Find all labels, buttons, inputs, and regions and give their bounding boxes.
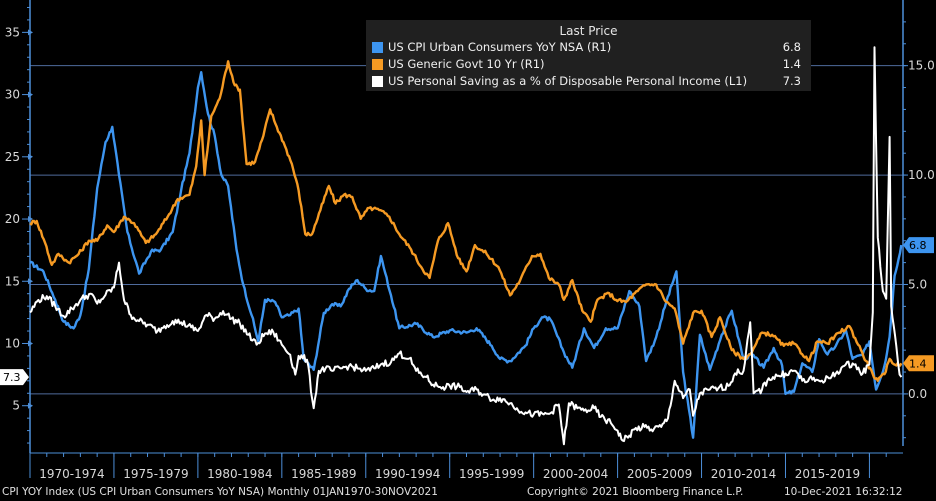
legend-label-saving: US Personal Saving as a % of Disposable … (388, 74, 748, 88)
legend-value-tenyear: 1.4 (782, 57, 801, 71)
legend-item-cpi[interactable]: US CPI Urban Consumers YoY NSA (R1) 6.8 (372, 39, 805, 56)
last-price-value-cpi: 6.8 (909, 239, 927, 252)
last-price-tag-tenyear (903, 355, 934, 372)
right-tick-label: 5.0 (908, 277, 927, 291)
footer-copyright: Copyright© 2021 Bloomberg Finance L.P. (527, 486, 744, 498)
right-axis: 0.0 5.0 10.0 15.0 (902, 0, 935, 446)
last-price-tag-saving (0, 369, 29, 386)
last-price-tag-cpi (903, 237, 934, 254)
right-tick-label: 0.0 (908, 387, 927, 401)
legend-swatch-tenyear (372, 59, 383, 70)
footer: CPI YOY Index (US CPI Urban Consumers Yo… (0, 485, 936, 501)
x-tick-label: 1980-1984 (207, 467, 272, 481)
x-tick-label: 1985-1989 (291, 467, 356, 481)
legend-swatch-cpi (372, 42, 383, 53)
left-tick-label: 25 (5, 150, 20, 164)
x-tick-label: 1990-1994 (375, 467, 440, 481)
left-tick-label: 35 (5, 25, 20, 39)
legend-title: Last Price (559, 24, 618, 38)
x-tick-label: 2015-2019 (795, 467, 860, 481)
legend-swatch-saving (372, 76, 383, 87)
legend-value-cpi: 6.8 (782, 40, 801, 54)
x-tick-label: 1975-1979 (123, 467, 188, 481)
legend-value-saving: 7.3 (782, 74, 801, 88)
footer-ticker: CPI YOY Index (US CPI Urban Consumers Yo… (2, 486, 438, 498)
x-tick-label: 2000-2004 (543, 467, 608, 481)
right-tick-label: 15.0 (908, 59, 935, 73)
series-line-tenyear (29, 60, 903, 382)
left-tick-label: 10 (5, 336, 20, 350)
left-tick-label: 30 (5, 88, 20, 102)
x-tick-label: 1970-1974 (39, 467, 104, 481)
x-axis: 1970-1974 1975-1979 1980-1984 1985-1989 1990… (29, 452, 903, 481)
series-line-saving (29, 46, 903, 446)
x-tick-label: 2005-2009 (627, 467, 692, 481)
footer-timestamp: 10-Dec-2021 16:32:12 (784, 486, 903, 498)
last-price-value-saving: 7.3 (3, 371, 21, 384)
legend-item-tenyear[interactable]: US Generic Govt 10 Yr (R1) 1.4 (372, 56, 805, 73)
x-tick-label: 2010-2014 (711, 467, 776, 481)
left-tick-label: 5 (12, 399, 20, 413)
last-price-value-tenyear: 1.4 (909, 357, 927, 370)
last-price-tags: 6.8 1.4 7.3 (0, 237, 934, 386)
left-axis: 5 10 15 20 25 30 35 (5, 0, 33, 453)
series-line-cpi (29, 71, 903, 439)
legend-item-saving[interactable]: US Personal Saving as a % of Disposable … (372, 73, 805, 90)
x-tick-label: 1995-1999 (459, 467, 524, 481)
right-tick-label: 10.0 (908, 168, 935, 182)
legend-label-cpi: US CPI Urban Consumers YoY NSA (R1) (388, 40, 612, 54)
legend-label-tenyear: US Generic Govt 10 Yr (R1) (388, 57, 545, 71)
legend: Last Price US CPI Urban Consumers YoY NS… (366, 20, 811, 91)
left-tick-label: 15 (5, 274, 20, 288)
series-lines (29, 46, 903, 446)
left-tick-label: 20 (5, 212, 20, 226)
